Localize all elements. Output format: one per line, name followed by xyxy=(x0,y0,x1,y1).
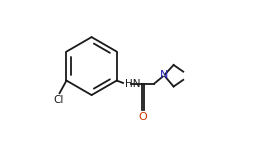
Text: O: O xyxy=(138,112,147,122)
Text: HN: HN xyxy=(125,79,140,88)
Text: N: N xyxy=(160,70,168,80)
Text: Cl: Cl xyxy=(53,95,63,105)
